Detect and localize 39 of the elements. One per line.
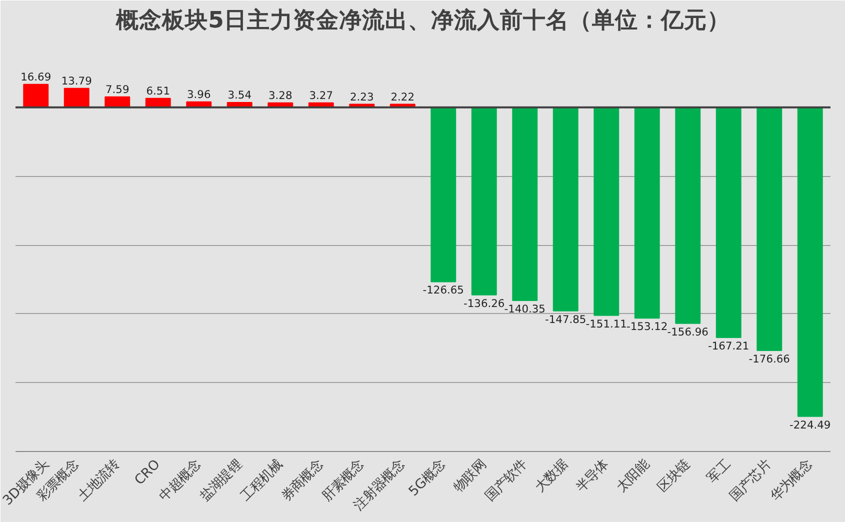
data-label: -176.66: [748, 352, 790, 366]
bar: [634, 106, 660, 319]
data-label: 3.54: [228, 88, 252, 102]
data-label: -140.35: [504, 302, 546, 316]
data-label: -224.49: [790, 418, 831, 432]
data-label: 13.79: [61, 74, 92, 88]
data-label: -136.26: [464, 296, 505, 310]
bar: [64, 88, 90, 108]
chart-title: 概念板块5日主力资金净流出、净流入前十名（单位：亿元）: [115, 6, 730, 34]
x-tick-label: 区块链: [654, 457, 694, 496]
data-label: 3.27: [309, 88, 333, 102]
x-tick-label: 5G概念: [406, 457, 449, 500]
bar: [797, 106, 823, 417]
data-label: -167.21: [708, 340, 750, 353]
data-label: 7.59: [106, 82, 130, 96]
data-label: -153.12: [626, 320, 668, 334]
bar: [716, 106, 742, 338]
data-label: 16.69: [20, 70, 52, 84]
bar: [471, 106, 497, 296]
data-label: -151.11: [586, 317, 627, 330]
x-tick-label: 太阳能: [614, 457, 652, 496]
data-label: -147.85: [545, 312, 586, 326]
bar: [552, 106, 578, 312]
data-label: 3.96: [187, 88, 211, 101]
bar: [430, 106, 456, 282]
bar: [512, 106, 538, 302]
x-tick-label: 军工: [704, 457, 734, 486]
data-label: 2.22: [390, 90, 414, 104]
bar: [675, 106, 701, 324]
x-tick-label: 半导体: [573, 457, 612, 496]
data-label: -126.65: [422, 284, 464, 297]
data-label: -156.96: [667, 325, 709, 338]
bar: [23, 84, 49, 108]
bar: [756, 106, 782, 352]
data-label: 6.51: [146, 84, 170, 98]
x-tick-label: 大数据: [532, 457, 571, 496]
data-label: 2.23: [350, 90, 374, 104]
bar: [594, 106, 620, 316]
data-label: 3.28: [268, 88, 292, 102]
